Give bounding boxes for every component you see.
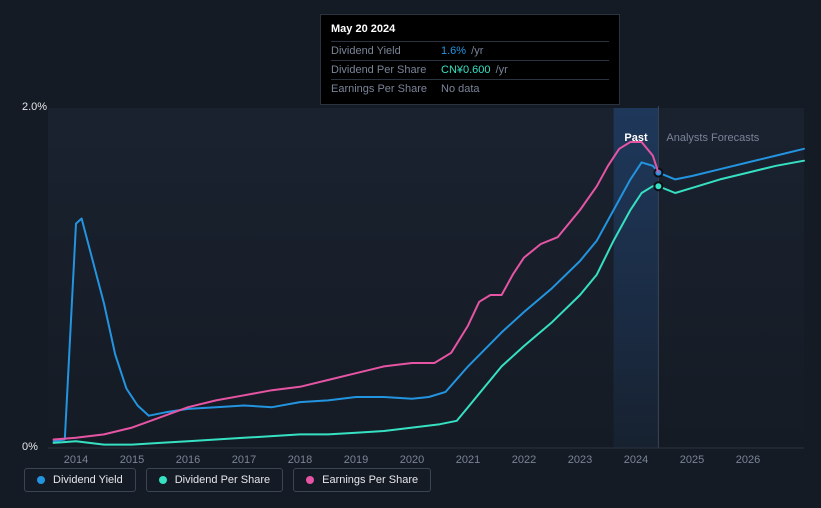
- legend-dot-icon: [159, 476, 167, 484]
- region-label-past: Past: [624, 132, 647, 144]
- region-label-forecast: Analysts Forecasts: [666, 132, 759, 144]
- tooltip-row-label: Dividend Yield: [331, 45, 441, 57]
- y-axis-label: 2.0%: [22, 101, 47, 113]
- x-axis-label: 2015: [120, 454, 144, 466]
- legend-label: Earnings Per Share: [322, 474, 418, 486]
- dividend-chart: 0% 2.0% 2014 2015 2016 2017 2018 2019 2020 2021 2…: [0, 0, 821, 508]
- x-axis-label: 2026: [736, 454, 760, 466]
- legend-label: Dividend Per Share: [175, 474, 270, 486]
- legend-item[interactable]: Earnings Per Share: [293, 468, 431, 492]
- tooltip-row-value: No data: [441, 83, 609, 95]
- x-axis-label: 2025: [680, 454, 704, 466]
- tooltip-row-value: CN¥0.600 /yr: [441, 64, 609, 76]
- x-axis-label: 2023: [568, 454, 592, 466]
- x-axis-label: 2017: [232, 454, 256, 466]
- tooltip-row: Dividend Per ShareCN¥0.600 /yr: [331, 60, 609, 79]
- x-axis-label: 2022: [512, 454, 536, 466]
- tooltip-date: May 20 2024: [331, 21, 609, 41]
- tooltip-row-value: 1.6% /yr: [441, 45, 609, 57]
- legend-label: Dividend Yield: [53, 474, 123, 486]
- x-axis-label: 2021: [456, 454, 480, 466]
- legend-dot-icon: [37, 476, 45, 484]
- y-axis-label: 0%: [22, 441, 38, 453]
- legend-dot-icon: [306, 476, 314, 484]
- chart-tooltip: May 20 2024 Dividend Yield1.6% /yrDivide…: [320, 14, 620, 105]
- x-axis-label: 2024: [624, 454, 648, 466]
- legend-item[interactable]: Dividend Yield: [24, 468, 136, 492]
- tooltip-row-label: Dividend Per Share: [331, 64, 441, 76]
- tooltip-row: Earnings Per ShareNo data: [331, 79, 609, 98]
- x-axis-label: 2019: [344, 454, 368, 466]
- x-axis-label: 2014: [64, 454, 88, 466]
- tooltip-row-label: Earnings Per Share: [331, 83, 441, 95]
- legend: Dividend Yield Dividend Per Share Earnings…: [24, 468, 431, 492]
- x-axis-label: 2016: [176, 454, 200, 466]
- x-axis-label: 2018: [288, 454, 312, 466]
- x-axis-label: 2020: [400, 454, 424, 466]
- tooltip-row: Dividend Yield1.6% /yr: [331, 41, 609, 60]
- legend-item[interactable]: Dividend Per Share: [146, 468, 283, 492]
